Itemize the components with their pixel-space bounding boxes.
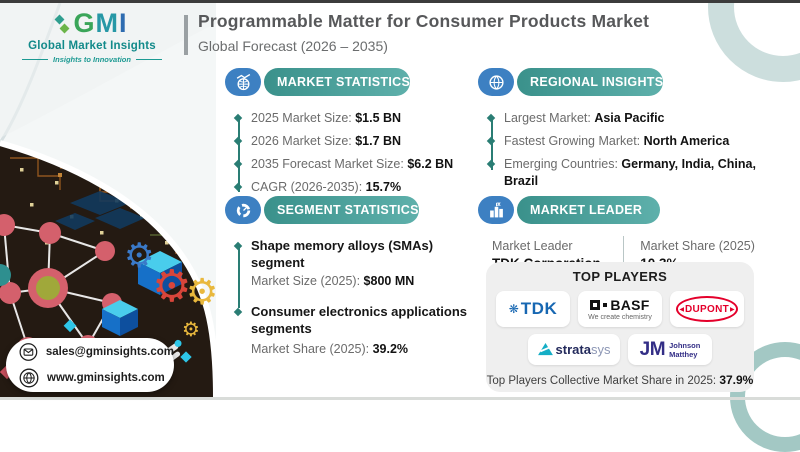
left-decoration-panel: ⚙ ⚙ ⚙ ⚙ [0, 3, 219, 397]
email-icon [19, 343, 38, 361]
bullet-diamond-icon [233, 182, 243, 192]
list-item: Fastest Growing Market: North America [486, 132, 770, 155]
regional-insights-title: REGIONAL INSIGHTS [530, 75, 664, 89]
section-market-statistics: MARKET STATISTICS 2025 Market Size: $1.5… [225, 68, 471, 201]
bullet-diamond-icon [233, 136, 243, 146]
bullet-connector-line [238, 246, 240, 308]
basf-logo: BASF We create chemistry [578, 291, 662, 327]
dupont-right-arrow-icon: ▶ [730, 306, 735, 313]
basf-dot-icon [603, 303, 608, 307]
gear-icon: ⚙ [152, 261, 192, 312]
regional-insights-list: Largest Market: Asia Pacific Fastest Gro… [486, 109, 770, 190]
gmi-logo: GMI Global Market Insights Insights to I… [16, 10, 168, 64]
segment-statistics-banner: SEGMENT STATISTICS [225, 196, 419, 224]
list-item: Emerging Countries: Germany, India, Chin… [486, 155, 770, 190]
list-item: 2025 Market Size: $1.5 BN [233, 109, 471, 132]
gmi-logo-name: Global Market Insights [28, 40, 156, 52]
bullet-diamond-icon [233, 241, 243, 251]
page-subtitle: Global Forecast (2026 – 2035) [198, 38, 388, 54]
segment-statistics-icon [225, 196, 261, 224]
stratasys-triangle-icon [537, 343, 553, 356]
bottom-border-strip [0, 397, 800, 400]
gear-icon: ⚙ [124, 236, 155, 276]
segment-item: Shape memory alloys (SMAs) segment Marke… [233, 237, 479, 290]
top-players-box: TOP PLAYERS ❋ TDK BASF We create chemist… [486, 262, 754, 392]
dupont-logo: ◀ DUPONT ▶ [670, 291, 744, 327]
bullet-diamond-icon [486, 159, 496, 169]
list-item: 2026 Market Size: $1.7 BN [233, 132, 471, 155]
regional-insights-icon [478, 68, 514, 96]
market-statistics-banner: MARKET STATISTICS [225, 68, 411, 96]
basf-tagline: We create chemistry [588, 314, 652, 321]
top-border-strip [0, 0, 800, 3]
johnson-matthey-logo: JM Johnson Matthey [628, 334, 712, 365]
gear-icon: ⚙ [182, 317, 200, 341]
market-leader-banner: MARKET LEADER [478, 196, 660, 224]
list-item: Largest Market: Asia Pacific [486, 109, 770, 132]
contact-card: sales@gminsights.com www.gminsights.com [6, 338, 174, 392]
page-title: Programmable Matter for Consumer Product… [198, 11, 650, 31]
bullet-diamond-icon [233, 113, 243, 123]
contact-email[interactable]: sales@gminsights.com [19, 342, 174, 362]
gmi-logo-diamonds-icon [55, 14, 70, 33]
gmi-logo-text: GMI [73, 8, 128, 38]
section-segment-statistics: SEGMENT STATISTICS Shape memory alloys (… [225, 196, 479, 371]
tdk-hexagon-icon: ❋ [508, 302, 519, 316]
title-accent-bar [184, 15, 188, 55]
vertical-divider [622, 236, 625, 274]
top-players-title: TOP PLAYERS [572, 269, 668, 284]
market-statistics-list: 2025 Market Size: $1.5 BN 2026 Market Si… [233, 109, 471, 201]
market-statistics-title: MARKET STATISTICS [277, 75, 411, 89]
regional-insights-banner: REGIONAL INSIGHTS [478, 68, 664, 96]
globe-icon [19, 368, 39, 388]
market-statistics-icon [225, 68, 261, 96]
segment-item: Consumer electronics applications segmen… [233, 303, 479, 358]
dupont-left-arrow-icon: ◀ [679, 306, 684, 313]
market-leader-icon [478, 196, 514, 224]
top-players-collective-share: Top Players Collective Market Share in 2… [486, 373, 754, 387]
contact-website[interactable]: www.gminsights.com [19, 368, 174, 388]
header: Programmable Matter for Consumer Product… [198, 11, 778, 54]
list-item: CAGR (2026-2035): 15.7% [233, 178, 471, 201]
segment-statistics-title: SEGMENT STATISTICS [277, 203, 419, 217]
stratasys-logo: stratasys [528, 334, 620, 365]
basf-square-icon [590, 300, 601, 310]
tagline-divider [135, 59, 162, 60]
bullet-diamond-icon [233, 307, 243, 317]
bullet-diamond-icon [486, 136, 496, 146]
bullet-diamond-icon [233, 159, 243, 169]
gear-icon: ⚙ [186, 272, 219, 313]
gmi-logo-tagline: Insights to Innovation [53, 55, 131, 64]
market-leader-title: MARKET LEADER [530, 203, 643, 217]
bullet-diamond-icon [486, 113, 496, 123]
bullet-connector-line [238, 118, 240, 192]
tdk-logo: ❋ TDK [496, 291, 570, 327]
section-regional-insights: REGIONAL INSIGHTS Largest Market: Asia P… [478, 68, 770, 190]
list-item: 2035 Forecast Market Size: $6.2 BN [233, 155, 471, 178]
tagline-divider [22, 59, 49, 60]
